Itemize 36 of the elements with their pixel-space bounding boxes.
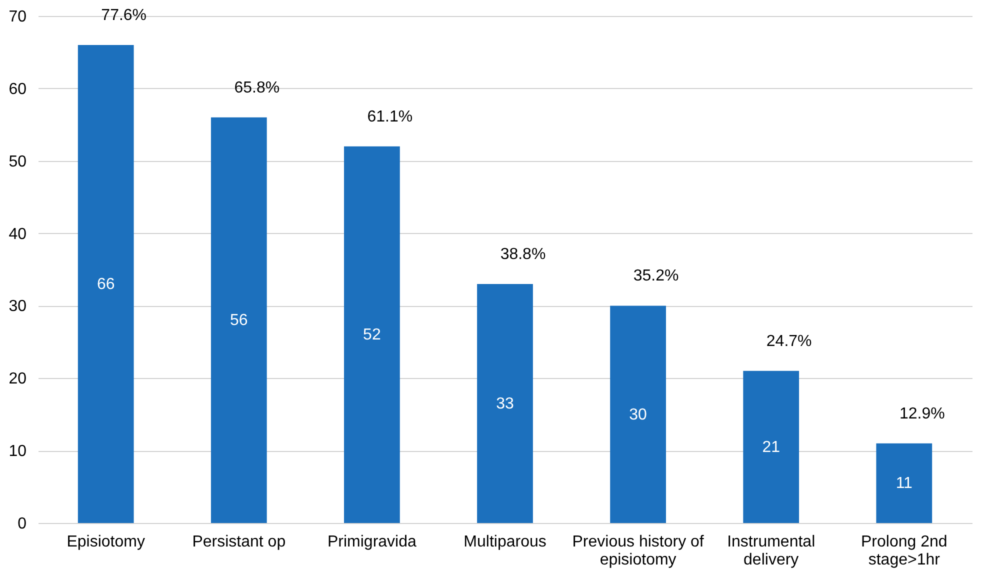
data-label: 52 (363, 326, 381, 344)
y-tick-label: 30 (8, 298, 27, 316)
bar (876, 443, 932, 523)
x-tick-label: Episiotomy (66, 534, 145, 550)
annotation: 77.6% (101, 6, 147, 24)
y-tick-label: 40 (8, 226, 27, 243)
data-label: 66 (96, 276, 115, 293)
bar (344, 146, 400, 523)
y-tick-label: 10 (8, 443, 27, 460)
y-tick-label: 20 (8, 370, 27, 388)
data-label: 11 (896, 475, 913, 492)
annotation: 38.8% (500, 246, 546, 263)
bar (610, 306, 666, 523)
x-tick-label: Previous history of episiotomy (572, 534, 704, 568)
annotation: 24.7% (766, 332, 812, 350)
y-tick-label: 60 (8, 80, 27, 98)
x-tick-label: Prolong 2nd stage>1hr (860, 534, 948, 568)
data-label: 21 (762, 438, 780, 456)
y-tick-label: 50 (8, 153, 27, 170)
bar (477, 284, 533, 523)
x-tick-label: Multiparous (464, 534, 546, 550)
data-label: 33 (496, 395, 514, 412)
data-label: 30 (629, 406, 648, 424)
x-tick-label: Instrumental delivery (727, 534, 816, 568)
annotation: 12.9% (899, 405, 945, 422)
x-tick-label: Primigravida (327, 534, 417, 550)
data-label: 56 (230, 312, 248, 330)
bar (743, 370, 800, 523)
annotation: 35.2% (633, 268, 679, 285)
x-tick-label: Persistant op (192, 534, 286, 550)
annotation: 65.8% (234, 79, 280, 96)
annotation: 61.1% (367, 108, 413, 126)
bar (210, 117, 267, 523)
y-tick-label: 0 (18, 516, 27, 532)
bar (78, 44, 134, 523)
y-tick-label: 70 (8, 8, 27, 26)
